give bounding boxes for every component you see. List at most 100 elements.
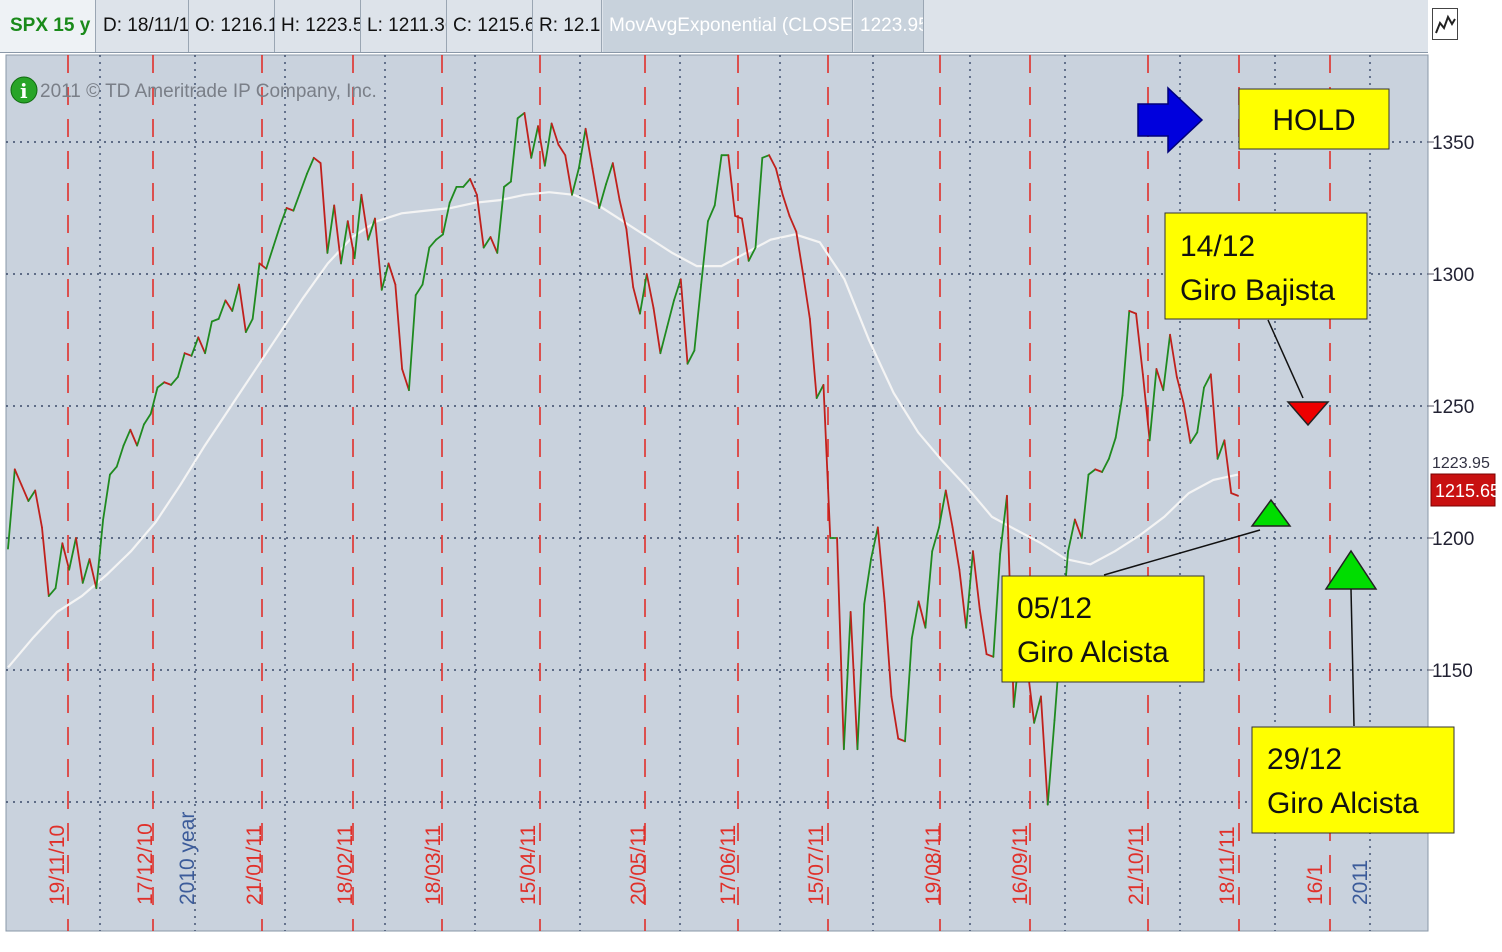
up-triangle-icon: [1250, 498, 1292, 527]
price-segment: [1230, 492, 1239, 497]
info-icon-glyph: i: [20, 79, 28, 103]
ema-value-label: 1223.95: [1432, 455, 1490, 472]
annotation-text: Giro Bajista: [1180, 274, 1335, 307]
price-segment: [319, 162, 329, 254]
symbol-label[interactable]: SPX 15 y D: [0, 0, 96, 52]
price-segment: [1162, 333, 1171, 392]
price-segment: [761, 154, 771, 159]
annotation-box-alcista-2: [1251, 726, 1455, 834]
price-segment: [944, 489, 954, 529]
price-segment: [1067, 518, 1076, 553]
date-label: 16/09/11: [1009, 825, 1032, 905]
price-segment: [856, 603, 866, 751]
y-tick-label: 1350: [1432, 133, 1474, 154]
date-label: 18/11/11: [1216, 826, 1239, 905]
date-label: 20/05/11: [627, 825, 650, 905]
price-segment: [1040, 695, 1049, 806]
price-segment: [639, 273, 648, 315]
price-segment: [917, 600, 927, 629]
price-segment: [564, 154, 573, 196]
price-segment: [224, 299, 234, 312]
price-segment: [679, 278, 689, 365]
date-label: 15/07/11: [805, 825, 828, 905]
price-segment: [183, 352, 193, 357]
price-segment: [550, 122, 560, 146]
price-segment: [931, 526, 940, 553]
ema-line: [7, 191, 1239, 669]
price-segment: [775, 167, 784, 196]
price-segment: [768, 154, 777, 170]
annotation-box-alcista-1: [1001, 575, 1205, 683]
price-segment: [81, 558, 91, 584]
price-segment: [353, 193, 363, 260]
down-triangle-icon: [1286, 401, 1330, 427]
price-segment: [272, 225, 281, 249]
price-segment: [475, 193, 485, 249]
annotation-pointer: [1103, 529, 1261, 576]
price-segment: [278, 207, 288, 228]
price-segment: [285, 207, 295, 212]
price-segment: [176, 352, 186, 378]
price-segment: [1121, 310, 1131, 397]
price-segment: [652, 307, 662, 355]
price-segment: [292, 191, 302, 212]
price-segment: [68, 537, 77, 571]
y-tick-label: 1150: [1432, 661, 1473, 682]
price-segment: [523, 112, 533, 159]
price-segment: [143, 413, 152, 426]
price-segment: [958, 568, 968, 629]
chart-style-icon[interactable]: [1432, 8, 1458, 40]
price-segment: [802, 273, 811, 320]
price-segment: [190, 336, 200, 357]
price-segment: [951, 526, 961, 571]
price-segment: [27, 489, 37, 502]
price-segment: [428, 238, 438, 249]
price-segment: [75, 537, 84, 584]
range-readout: R: 12.15: [534, 0, 602, 52]
price-segment: [788, 215, 798, 233]
price-segment: [387, 262, 397, 286]
price-segment: [890, 695, 900, 740]
price-segment: [707, 204, 716, 223]
price-segment: [210, 317, 220, 323]
price-segment: [1074, 518, 1083, 539]
price-segment: [88, 558, 98, 590]
price-segment: [509, 117, 519, 183]
price-segment: [469, 178, 478, 196]
price-segment: [673, 278, 682, 302]
price-segment: [543, 122, 553, 167]
hold-box: [1238, 88, 1390, 150]
price-segment: [713, 154, 723, 207]
price-segment: [380, 262, 390, 291]
price-segment: [1209, 373, 1219, 460]
price-segment: [346, 220, 356, 260]
study-label[interactable]: MovAvgExponential (CLOSE, 50, 0): [603, 0, 853, 52]
date-label: 21/01/11: [243, 825, 266, 905]
price-segment: [781, 193, 791, 217]
price-segment: [408, 294, 417, 392]
date-readout: D: 18/11/11: [97, 0, 189, 52]
annotation-date: 05/12: [1017, 592, 1092, 625]
hold-label: HOLD: [1272, 104, 1355, 137]
price-segment: [666, 299, 675, 328]
price-segment: [1107, 436, 1117, 460]
price-segment: [163, 381, 172, 386]
price-segment: [244, 317, 254, 333]
price-segment: [700, 220, 709, 286]
price-segment: [1135, 312, 1144, 376]
date-label: 2011: [1349, 860, 1372, 905]
price-segment: [693, 283, 703, 352]
price-segment: [333, 204, 342, 265]
info-icon[interactable]: [10, 76, 38, 104]
date-label: 17/12/10: [134, 823, 157, 905]
price-segment: [910, 600, 920, 640]
price-segment: [265, 246, 274, 270]
last-price-badge: [1430, 473, 1496, 507]
price-segment: [1033, 695, 1042, 724]
price-segment: [747, 246, 757, 262]
price-segment: [1080, 473, 1090, 539]
price-segment: [442, 201, 451, 236]
price-segment: [584, 127, 594, 170]
open-readout: O: 1216.19: [190, 0, 275, 52]
